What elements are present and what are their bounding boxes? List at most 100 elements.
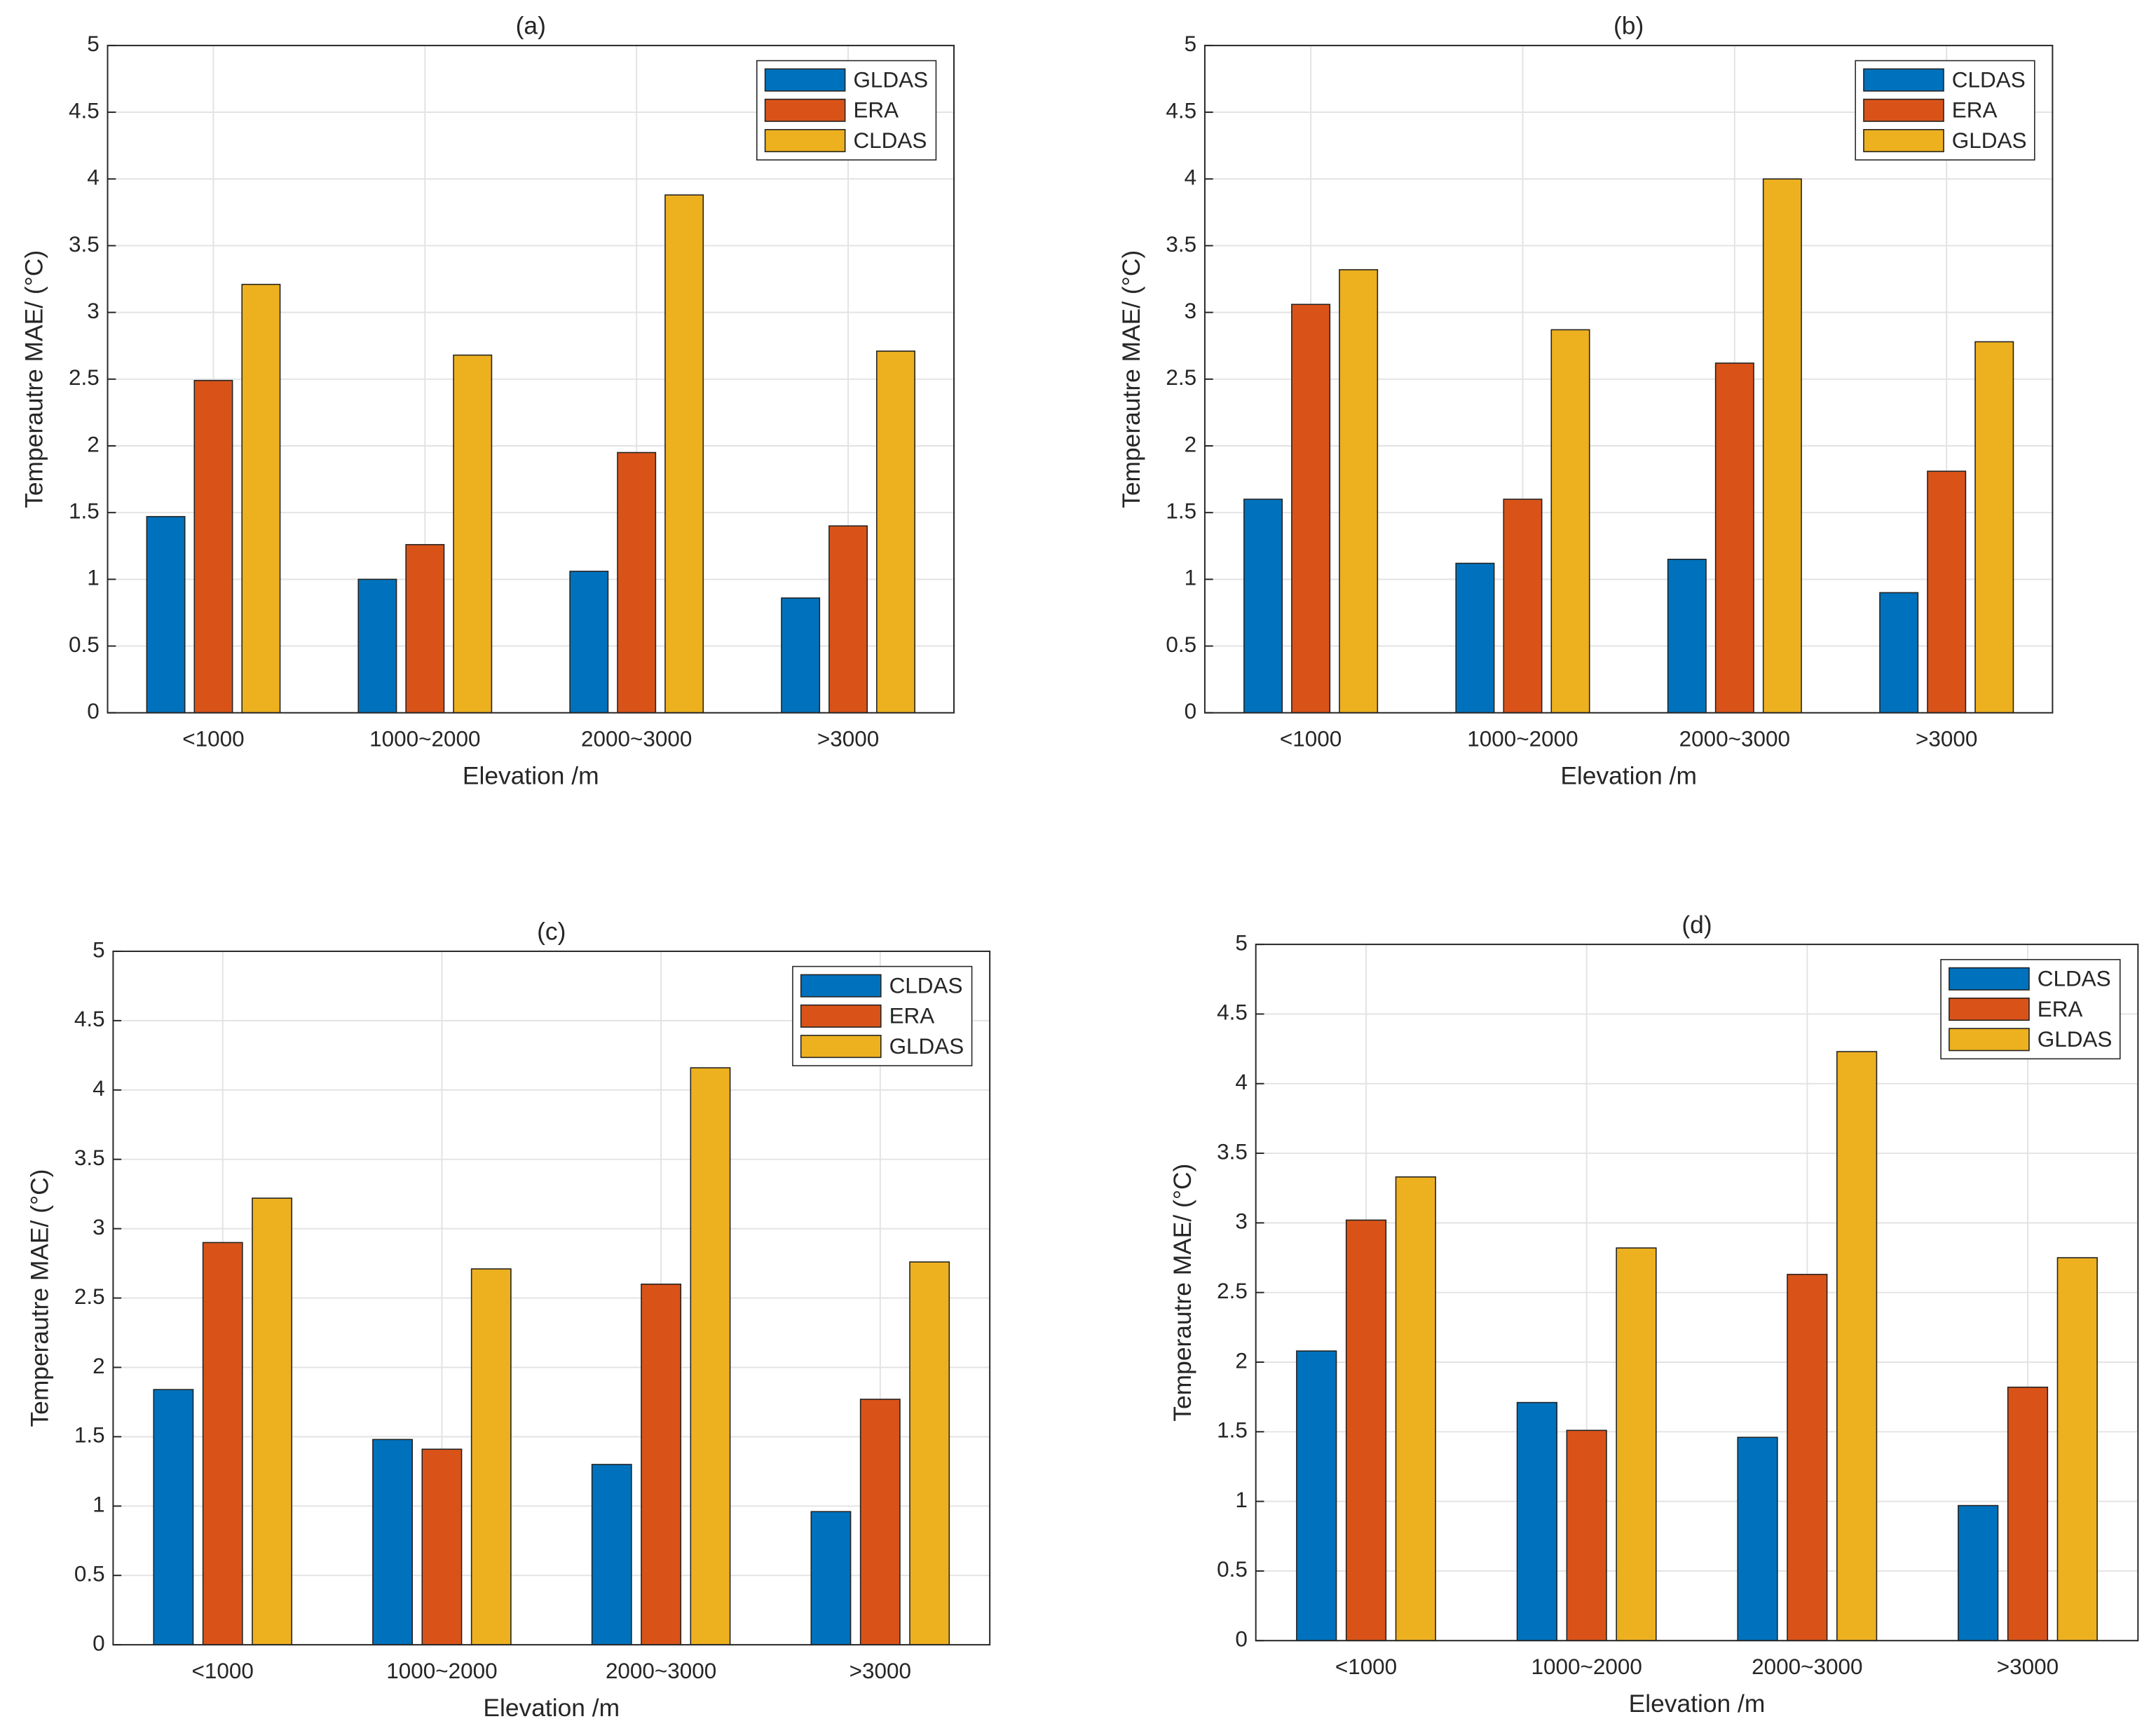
legend-label: CLDAS — [2038, 967, 2111, 991]
bar — [1395, 1176, 1436, 1642]
legend-swatch — [764, 68, 846, 92]
bar — [641, 1283, 682, 1645]
legend-label: GLDAS — [853, 67, 928, 92]
x-tick-label: >3000 — [817, 726, 879, 751]
x-axis-label: Elevation /m — [483, 1694, 620, 1722]
y-axis-label: Temperautre MAE/ (°C) — [26, 1169, 53, 1427]
x-tick-label: >3000 — [1997, 1654, 2059, 1679]
bar — [876, 351, 915, 714]
bar — [2056, 1257, 2098, 1642]
x-tick-label: >3000 — [1916, 726, 1977, 751]
y-tick-label: 1 — [87, 566, 100, 590]
y-tick-label: 4.5 — [1217, 1000, 1248, 1025]
x-axis-label: Elevation /m — [463, 762, 599, 789]
x-tick-label: 2000~3000 — [1679, 726, 1790, 751]
bar — [1737, 1436, 1778, 1642]
bar — [1550, 329, 1590, 714]
plot-frame — [1255, 944, 2139, 1642]
bar — [405, 544, 445, 714]
x-tick-label: <1000 — [192, 1659, 254, 1683]
x-tick-label: <1000 — [1280, 726, 1342, 751]
legend-swatch — [1863, 98, 1944, 122]
x-tick-label: 1000~2000 — [386, 1659, 497, 1683]
y-tick-label: 5 — [87, 32, 100, 56]
y-tick-label: 5 — [93, 937, 105, 962]
x-tick-label: <1000 — [1335, 1654, 1397, 1679]
legend-label: GLDAS — [2038, 1027, 2113, 1052]
bar — [421, 1448, 463, 1645]
bar — [1243, 498, 1283, 714]
y-tick-label: 0.5 — [1217, 1557, 1248, 1582]
x-axis-label: Elevation /m — [1629, 1690, 1766, 1718]
legend-label: GLDAS — [1952, 128, 2027, 153]
legend-label: ERA — [2038, 997, 2083, 1021]
y-tick-label: 2.5 — [69, 365, 100, 390]
y-tick-label: 4 — [1185, 165, 1197, 190]
y-tick-label: 5 — [1235, 930, 1248, 955]
legend-swatch — [800, 1004, 882, 1028]
x-tick-label: 2000~3000 — [1752, 1654, 1862, 1679]
y-axis-label: Temperautre MAE/ (°C) — [1169, 1164, 1196, 1422]
legend-label: ERA — [853, 98, 899, 123]
y-tick-label: 2 — [1185, 432, 1197, 456]
y-tick-label: 2.5 — [74, 1284, 105, 1309]
y-tick-label: 4 — [1235, 1070, 1248, 1094]
y-tick-label: 5 — [1185, 32, 1197, 56]
chart-title: (a) — [516, 13, 546, 40]
y-tick-label: 3.5 — [1217, 1139, 1248, 1164]
bar — [2007, 1386, 2049, 1642]
bar — [1516, 1401, 1557, 1642]
legend-label: CLDAS — [889, 973, 963, 998]
y-tick-label: 0.5 — [1166, 632, 1196, 657]
y-tick-label: 3 — [93, 1215, 105, 1239]
y-tick-label: 2 — [93, 1354, 105, 1378]
legend-swatch — [764, 129, 846, 153]
bar — [1503, 498, 1543, 714]
y-tick-label: 1 — [93, 1493, 105, 1517]
y-tick-label: 3.5 — [69, 232, 100, 257]
y-tick-label: 2 — [1235, 1348, 1248, 1373]
y-tick-label: 1 — [1235, 1488, 1248, 1512]
chart: 0 0.5 1 1.5 2 2.5 3 3.5 4 4.5 5 <1000 1000~2000 2000~… — [21, 13, 955, 789]
plot-frame — [107, 44, 955, 714]
chart: 0 0.5 1 1.5 2 2.5 3 3.5 4 4.5 5 <1000 1000~2000 2000~… — [1118, 13, 2054, 789]
y-tick-label: 4.5 — [1166, 98, 1196, 123]
y-tick-label: 1.5 — [69, 498, 100, 523]
bar — [1714, 362, 1754, 714]
y-tick-label: 0 — [87, 699, 100, 723]
bar — [859, 1399, 901, 1645]
legend-label: CLDAS — [1952, 67, 2026, 92]
y-tick-label: 0 — [1235, 1627, 1248, 1652]
bar — [357, 578, 397, 714]
bar — [781, 597, 821, 714]
y-tick-label: 4 — [93, 1076, 105, 1101]
x-tick-label: <1000 — [182, 726, 244, 751]
y-tick-label: 3 — [1235, 1209, 1248, 1234]
y-tick-label: 4 — [87, 165, 100, 190]
chart: 0 0.5 1 1.5 2 2.5 3 3.5 4 4.5 5 <1000 1000~2000 2000~… — [26, 918, 991, 1722]
bar — [1836, 1051, 1878, 1642]
y-tick-label: 4.5 — [74, 1007, 105, 1031]
bar — [241, 283, 281, 714]
bar — [1974, 341, 2014, 714]
bar — [202, 1242, 243, 1645]
y-tick-label: 1 — [1185, 566, 1197, 590]
x-tick-label: 2000~3000 — [606, 1659, 716, 1683]
y-axis-label: Temperautre MAE/ (°C) — [21, 250, 48, 508]
bar — [828, 525, 868, 714]
bar — [153, 1389, 194, 1645]
y-tick-label: 2 — [87, 432, 100, 456]
y-tick-label: 4.5 — [69, 98, 100, 123]
y-tick-label: 0 — [93, 1631, 105, 1655]
bar — [372, 1439, 413, 1645]
legend-swatch — [1949, 1028, 2030, 1052]
y-tick-label: 3.5 — [1166, 232, 1196, 257]
bar — [470, 1268, 512, 1645]
chart-title: (d) — [1681, 911, 1712, 939]
plot-frame — [1203, 44, 2054, 714]
legend-label: GLDAS — [889, 1034, 964, 1059]
legend-swatch — [764, 98, 846, 122]
x-tick-label: 1000~2000 — [1531, 1654, 1642, 1679]
bar — [569, 571, 609, 714]
